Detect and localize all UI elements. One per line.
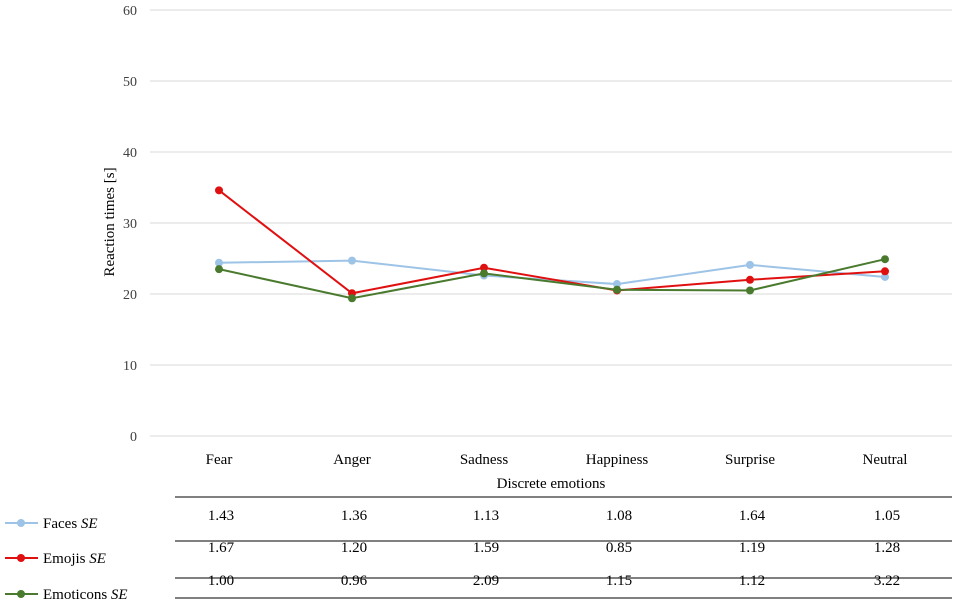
x-category-label-sadness: Sadness: [460, 452, 508, 468]
series-line-emojis: [218, 189, 886, 295]
se-cell-faces-neutral: 1.05: [874, 508, 900, 524]
y-axis-title: Reaction times [s]: [102, 167, 118, 276]
se-table: Faces SE 1.43 1.36 1.13 1.08 1.64 1.05 Emojis S…: [5, 496, 952, 603]
series-line-faces: [218, 259, 886, 286]
y-tick-label-10: 10: [123, 359, 137, 374]
se-cell-faces-fear: 1.43: [208, 508, 234, 524]
se-cell-emoticons-neutral: 3.22: [874, 573, 900, 589]
point-faces-happiness: [613, 280, 621, 289]
y-tick-label-30: 30: [123, 217, 137, 232]
point-emoticons-anger: [348, 294, 356, 303]
se-cell-emoticons-anger: 0.96: [341, 573, 368, 589]
gridlines: [150, 9, 952, 437]
legend-label-emojis: Emojis SE: [43, 551, 106, 567]
x-category-label-fear: Fear: [206, 452, 233, 468]
point-faces-surprise: [746, 260, 754, 269]
point-faces-fear: [215, 258, 223, 267]
se-cell-faces-anger: 1.36: [341, 508, 368, 524]
y-tick-label-20: 20: [123, 288, 137, 303]
series-emoticons: [215, 255, 889, 303]
se-cell-emojis-sadness: 1.59: [473, 540, 499, 556]
se-cell-emoticons-sadness: 2.09: [473, 573, 499, 589]
point-emojis-sadness: [480, 263, 488, 272]
point-emoticons-neutral: [881, 255, 889, 264]
se-cell-emoticons-happiness: 1.15: [606, 573, 632, 589]
se-cell-faces-surprise: 1.64: [739, 508, 766, 524]
x-category-label-anger: Anger: [333, 452, 371, 468]
y-tick-label-60: 60: [123, 4, 137, 19]
legend-marker-faces: [17, 519, 25, 527]
se-cell-emojis-happiness: 0.85: [606, 540, 632, 556]
x-category-label-neutral: Neutral: [863, 452, 908, 468]
point-emoticons-happiness: [613, 285, 621, 294]
point-emojis-neutral: [881, 267, 889, 276]
se-cell-emojis-fear: 1.67: [208, 540, 235, 556]
point-emojis-surprise: [746, 275, 754, 284]
legend-marker-emoticons: [17, 590, 25, 598]
se-cell-faces-happiness: 1.08: [606, 508, 632, 524]
se-cell-emojis-neutral: 1.28: [874, 540, 900, 556]
legend-marker-emojis: [17, 554, 25, 562]
x-category-label-surprise: Surprise: [725, 452, 775, 468]
point-emoticons-sadness: [480, 269, 488, 278]
y-tick-labels: 0 10 20 30 40 50 60: [123, 4, 137, 445]
point-emoticons-fear: [215, 265, 223, 274]
series-faces: [215, 256, 889, 289]
se-cell-emoticons-fear: 1.00: [208, 573, 234, 589]
se-cell-faces-sadness: 1.13: [473, 508, 499, 524]
series-lines: [215, 186, 889, 303]
point-emoticons-surprise: [746, 286, 754, 295]
x-category-labels: Fear Anger Sadness Happiness Surprise Neutral: [206, 452, 908, 468]
series-line-emoticons: [218, 258, 886, 300]
point-faces-neutral: [881, 272, 889, 281]
se-cell-emoticons-surprise: 1.12: [739, 573, 765, 589]
se-cell-emojis-surprise: 1.19: [739, 540, 765, 556]
y-tick-label-50: 50: [123, 75, 137, 90]
legend-label-emoticons: Emoticons SE: [43, 587, 128, 603]
y-tick-label-0: 0: [130, 430, 137, 445]
y-tick-label-40: 40: [123, 146, 137, 161]
legend-label-faces: Faces SE: [43, 516, 98, 532]
point-faces-anger: [348, 256, 356, 265]
se-cell-emojis-anger: 1.20: [341, 540, 367, 556]
point-emojis-fear: [215, 186, 223, 195]
x-axis-title: Discrete emotions: [497, 476, 606, 492]
x-category-label-happiness: Happiness: [586, 452, 649, 468]
